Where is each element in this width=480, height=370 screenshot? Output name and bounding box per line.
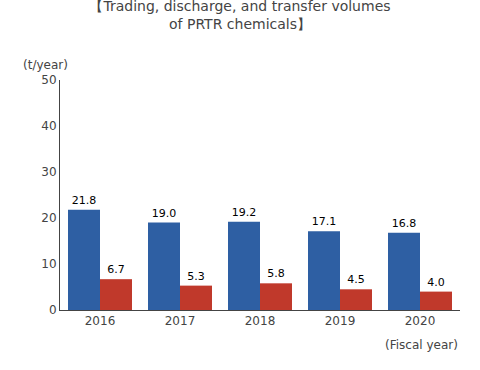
svg-text:2020: 2020 [405,314,436,328]
svg-text:20: 20 [41,211,56,225]
svg-text:2019: 2019 [325,314,356,328]
svg-text:16.8: 16.8 [392,217,417,230]
svg-text:50: 50 [41,73,56,87]
svg-text:19.0: 19.0 [152,207,177,220]
svg-text:17.1: 17.1 [312,215,337,228]
svg-text:0: 0 [49,303,57,317]
svg-text:21.8: 21.8 [72,194,97,207]
svg-text:(Fiscal year): (Fiscal year) [385,338,458,352]
svg-text:30: 30 [41,165,56,179]
svg-text:4.0: 4.0 [427,276,445,289]
svg-text:5.8: 5.8 [267,267,285,280]
svg-text:(t/year): (t/year) [23,58,68,72]
svg-text:6.7: 6.7 [107,263,125,276]
svg-text:4.5: 4.5 [347,273,365,286]
svg-text:【Trading, discharge, and trans: 【Trading, discharge, and transfer volume… [89,0,390,32]
svg-text:2016: 2016 [85,314,116,328]
svg-text:10: 10 [41,257,56,271]
svg-text:19.2: 19.2 [232,206,257,219]
svg-text:2017: 2017 [165,314,196,328]
svg-text:2018: 2018 [245,314,276,328]
svg-text:5.3: 5.3 [187,270,205,283]
svg-text:40: 40 [41,119,56,133]
